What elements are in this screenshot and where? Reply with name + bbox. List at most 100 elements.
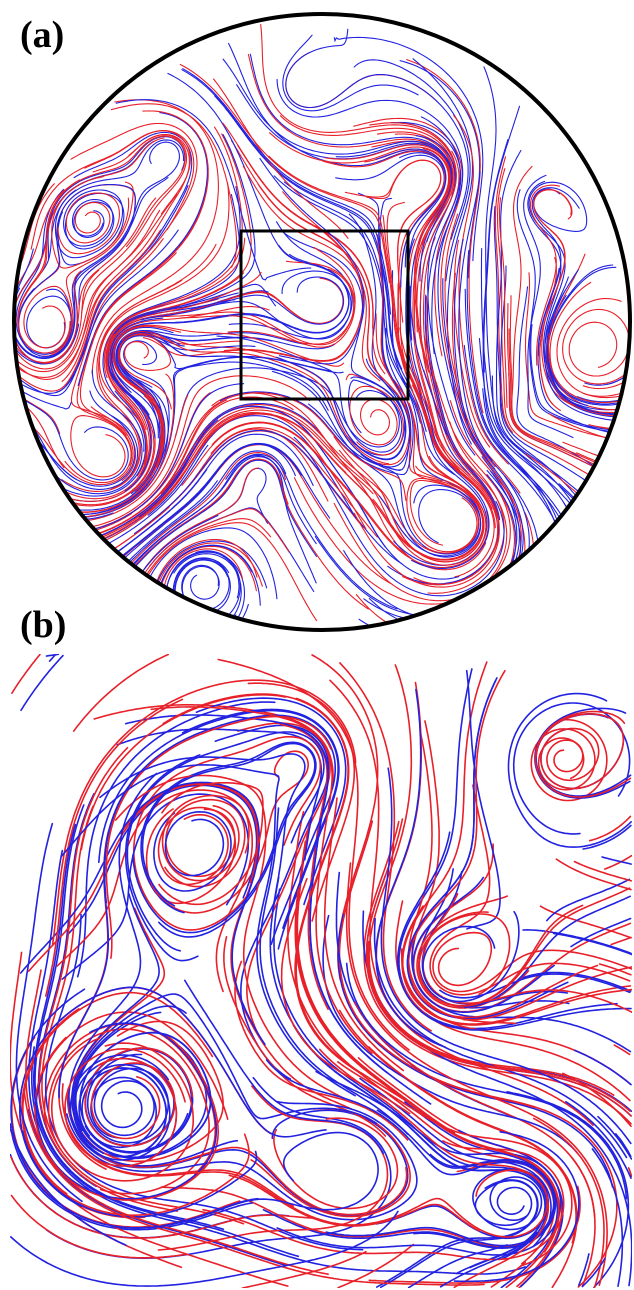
blue-streamline xyxy=(345,962,628,1200)
red-streamline xyxy=(345,862,608,1286)
blue-streamline xyxy=(14,185,189,397)
red-streamline xyxy=(294,889,560,1288)
red-streamline xyxy=(64,415,132,484)
blue-streamline xyxy=(283,181,455,476)
panel-a-domain-boundary xyxy=(12,12,632,632)
panel-b-label: (b) xyxy=(20,604,67,646)
blue-streamline xyxy=(458,171,493,462)
blue-streamline xyxy=(406,680,497,986)
red-streamline xyxy=(353,372,500,588)
blue-streamline xyxy=(547,292,630,405)
blue-streamline xyxy=(546,878,631,922)
red-streamline xyxy=(72,654,169,732)
red-streamline xyxy=(406,477,484,561)
blue-streamline xyxy=(58,770,142,1099)
red-streamline xyxy=(47,1028,210,1195)
blue-streamline xyxy=(259,807,409,1135)
red-streamline xyxy=(17,179,81,354)
blue-streamline xyxy=(225,453,398,610)
red-streamline xyxy=(25,969,329,1275)
red-streamline xyxy=(369,122,457,447)
red-streamline xyxy=(570,1156,596,1287)
red-streamline xyxy=(402,661,632,1025)
red-streamline xyxy=(202,1140,565,1261)
blue-streamline xyxy=(379,1179,539,1288)
red-streamline xyxy=(453,239,491,448)
blue-streamline xyxy=(439,1231,538,1288)
blue-streamline xyxy=(19,781,266,1046)
red-streamline xyxy=(432,931,632,993)
blue-streamline xyxy=(415,135,476,456)
blue-streamline xyxy=(273,888,548,1260)
blue-streamline xyxy=(483,105,521,373)
red-streamline xyxy=(57,192,120,255)
red-streamline xyxy=(329,679,594,1126)
red-streamline xyxy=(133,736,322,931)
red-streamline xyxy=(604,854,632,870)
blue-streamline xyxy=(15,822,83,1203)
blue-streamline xyxy=(124,333,329,411)
red-streamline xyxy=(242,165,381,382)
blue-streamline xyxy=(373,917,628,1159)
red-streamline xyxy=(34,1034,219,1201)
red-streamline xyxy=(45,698,184,997)
blue-streamline xyxy=(228,221,353,340)
blue-streamline xyxy=(71,893,160,1155)
red-streamline xyxy=(368,664,615,1096)
red-streamline xyxy=(338,379,487,566)
blue-streamline xyxy=(285,28,469,240)
red-streamline xyxy=(582,387,630,397)
red-streamline xyxy=(14,400,134,486)
blue-streamline xyxy=(335,142,452,282)
red-streamline xyxy=(22,991,214,1195)
red-streamline xyxy=(110,103,238,268)
red-streamline xyxy=(535,713,625,790)
blue-streamline xyxy=(530,324,630,432)
blue-streamline xyxy=(516,189,630,434)
red-streamline xyxy=(339,662,432,1032)
blue-streamline xyxy=(512,702,631,835)
blue-streamline xyxy=(77,112,208,387)
red-streamline xyxy=(211,392,487,571)
blue-streamline xyxy=(262,1109,557,1249)
red-streamline xyxy=(80,1146,549,1238)
blue-streamline xyxy=(558,483,630,578)
blue-streamline xyxy=(281,230,407,461)
blue-streamline xyxy=(282,34,419,112)
blue-streamline xyxy=(107,459,318,600)
red-streamline xyxy=(414,148,450,373)
blue-streamline xyxy=(615,1133,632,1158)
red-streamline xyxy=(70,122,198,264)
blue-streamline xyxy=(74,1005,212,1160)
red-streamline xyxy=(14,380,61,435)
red-streamline xyxy=(365,818,632,1117)
blue-streamline xyxy=(147,415,357,520)
blue-streamline xyxy=(91,433,314,569)
red-streamline xyxy=(490,1261,527,1288)
red-streamline xyxy=(548,253,630,404)
blue-streamline xyxy=(66,784,258,936)
red-streamline xyxy=(337,1061,573,1267)
red-streamline xyxy=(285,51,437,109)
blue-streamline xyxy=(114,134,256,335)
red-streamline xyxy=(260,24,457,196)
blue-streamline xyxy=(265,1059,555,1247)
red-streamline xyxy=(423,335,516,565)
red-streamline xyxy=(344,159,442,262)
blue-streamline xyxy=(412,58,474,445)
blue-streamline xyxy=(411,939,632,1053)
blue-streamline xyxy=(14,373,72,410)
red-streamline xyxy=(61,133,190,382)
blue-streamline xyxy=(360,453,480,555)
blue-streamline xyxy=(581,1257,606,1288)
blue-streamline xyxy=(31,1046,526,1275)
blue-streamline xyxy=(453,1131,580,1283)
red-streamline xyxy=(14,513,132,539)
red-streamline xyxy=(14,377,65,469)
red-streamline xyxy=(556,297,630,399)
red-streamline xyxy=(118,334,172,410)
red-streamline xyxy=(106,271,262,431)
red-streamline xyxy=(338,820,535,1108)
red-streamline xyxy=(17,135,186,327)
red-streamline xyxy=(588,815,632,842)
